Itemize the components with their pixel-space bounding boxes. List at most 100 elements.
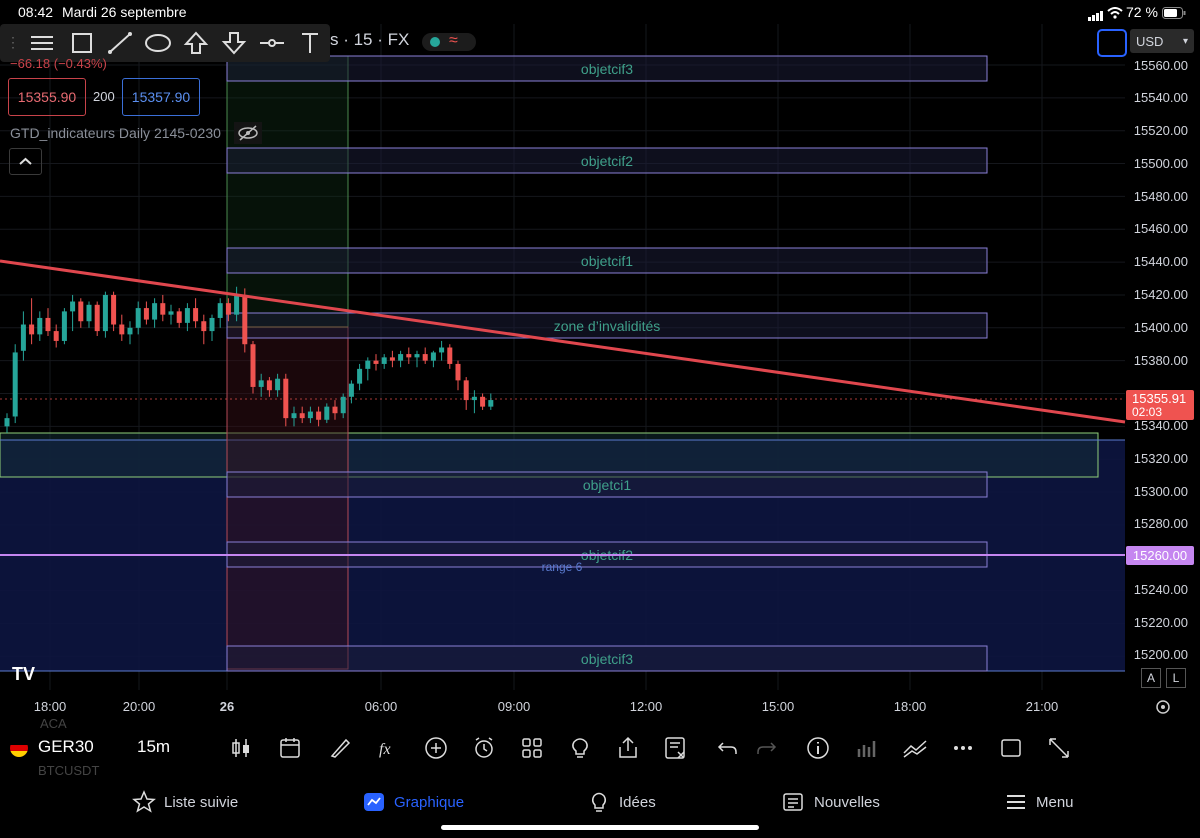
spread-value: 200 [93, 89, 115, 104]
candle [12, 352, 18, 417]
auto-scale-button[interactable]: A [1141, 668, 1161, 688]
zone-label-objetcif2-top: objetcif2 [581, 153, 633, 169]
currency-select[interactable]: USD ▾ [1130, 29, 1194, 53]
price-label: 15500.00 [1133, 156, 1188, 171]
text-tool-icon[interactable] [296, 30, 324, 56]
compare-calendar-icon[interactable] [278, 735, 304, 761]
delay-icon: ≈ [449, 32, 458, 49]
alarm-clock-icon[interactable] [471, 735, 497, 761]
ellipse-tool-icon[interactable] [144, 30, 172, 56]
collapse-indicators-button[interactable] [9, 148, 42, 175]
candle [45, 317, 51, 332]
candle [373, 360, 379, 364]
zone-label-objetci1: objetci1 [583, 477, 631, 493]
trend-analysis-icon[interactable] [902, 735, 928, 761]
chevron-up-icon [19, 157, 32, 165]
lines-tool-icon[interactable] [28, 30, 56, 56]
rectangle-tool-icon[interactable] [68, 30, 96, 56]
sell-price-button[interactable]: 15355.90 [8, 78, 86, 116]
trend-line [0, 259, 1126, 424]
brush-icon[interactable] [327, 735, 353, 761]
bar-chart-icon[interactable] [854, 735, 880, 761]
add-plus-icon[interactable] [423, 735, 449, 761]
tab-watchlist[interactable]: Liste suivie [132, 790, 238, 814]
candle [119, 324, 125, 335]
candle-type-icon[interactable] [228, 735, 254, 761]
interval-selector[interactable]: 15m [137, 737, 171, 756]
time-label: 18:00 [893, 699, 927, 714]
candle [168, 311, 174, 315]
trendline-tool-icon[interactable] [106, 30, 134, 56]
candle [455, 363, 461, 381]
zone-objetcif2-top [226, 147, 988, 174]
candle [86, 304, 92, 322]
tab-menu[interactable]: Menu [1004, 790, 1074, 814]
more-options-icon[interactable] [950, 735, 976, 761]
redo-icon[interactable] [753, 735, 779, 761]
layouts-grid-icon[interactable] [519, 735, 545, 761]
candle [266, 380, 272, 391]
time-label: 09:00 [497, 699, 531, 714]
candles [4, 286, 494, 433]
candle [258, 380, 264, 387]
chart-settings-gear-icon[interactable] [1154, 698, 1172, 721]
info-icon[interactable] [805, 735, 831, 761]
zone-objetcif1-top [226, 247, 988, 274]
germany-flag-icon [10, 739, 28, 757]
symbol-selector[interactable]: GER30 [38, 737, 94, 756]
candle [184, 308, 190, 323]
candle [332, 406, 338, 414]
price-label: 15280.00 [1133, 516, 1188, 531]
expand-fullscreen-icon[interactable] [1046, 735, 1072, 761]
candle [316, 411, 322, 420]
tab-watchlist-label: Liste suivie [164, 793, 239, 811]
horizontal-ray-tool-icon[interactable] [258, 30, 286, 56]
log-scale-button[interactable]: L [1166, 668, 1186, 688]
indicator-label[interactable]: GTD_indicateurs Daily 2145-0230 [10, 125, 221, 141]
tab-chart[interactable]: Graphique [362, 790, 464, 814]
arrow-up-tool-icon[interactable] [182, 30, 210, 56]
lightbulb-icon[interactable] [567, 735, 593, 761]
buy-price-button[interactable]: 15357.90 [122, 78, 200, 116]
market-open-dot [430, 37, 440, 47]
price-label: 15460.00 [1133, 221, 1188, 236]
status-bar: 08:42 Mardi 26 septembre 72 % [0, 0, 1200, 24]
fullscreen-toggle-icon[interactable] [1097, 29, 1127, 57]
zone-label-invalidites: zone d’invalidités [554, 318, 661, 334]
candle [234, 294, 240, 315]
tab-news-label: Nouvelles [814, 793, 880, 811]
price-label: 15420.00 [1133, 287, 1188, 302]
candle [283, 378, 289, 419]
candle [324, 406, 330, 420]
indicators-fx-icon[interactable]: fx [375, 735, 401, 761]
current-price-badge: 15355.91 02:03 [1126, 390, 1194, 420]
square-select-icon[interactable] [998, 735, 1024, 761]
drag-handle-icon[interactable]: ⋮ [6, 34, 20, 50]
candle [275, 378, 281, 391]
candle [152, 303, 158, 320]
candle [348, 383, 354, 397]
price-label: 15400.00 [1133, 320, 1188, 335]
candle [4, 418, 10, 427]
arrow-down-tool-icon[interactable] [220, 30, 248, 56]
candle [94, 304, 100, 332]
news-icon [783, 793, 803, 811]
share-icon[interactable] [615, 735, 641, 761]
remove-drawings-icon[interactable] [663, 735, 689, 761]
date: Mardi 26 septembre [62, 4, 187, 20]
candle [447, 347, 453, 364]
time-label: 06:00 [364, 699, 398, 714]
symbol-title[interactable]: s · 15 · FX [330, 30, 410, 49]
tab-news[interactable]: Nouvelles [782, 790, 880, 814]
price-label: 15200.00 [1133, 647, 1188, 662]
tab-ideas[interactable]: Idées [587, 790, 656, 814]
candle [111, 294, 117, 325]
eye-hidden-icon[interactable] [234, 122, 262, 144]
price-change: −66.18 (−0.43%) [10, 56, 107, 71]
price-label: 15380.00 [1133, 353, 1188, 368]
chart-canvas[interactable]: objetcif3 objetcif2 objetcif1 zone d’inv… [0, 24, 1200, 724]
undo-icon[interactable] [715, 735, 741, 761]
candle [250, 344, 256, 387]
market-status-indicator: ≈ [422, 32, 476, 51]
drawing-toolbar: ⋮ [0, 24, 330, 62]
